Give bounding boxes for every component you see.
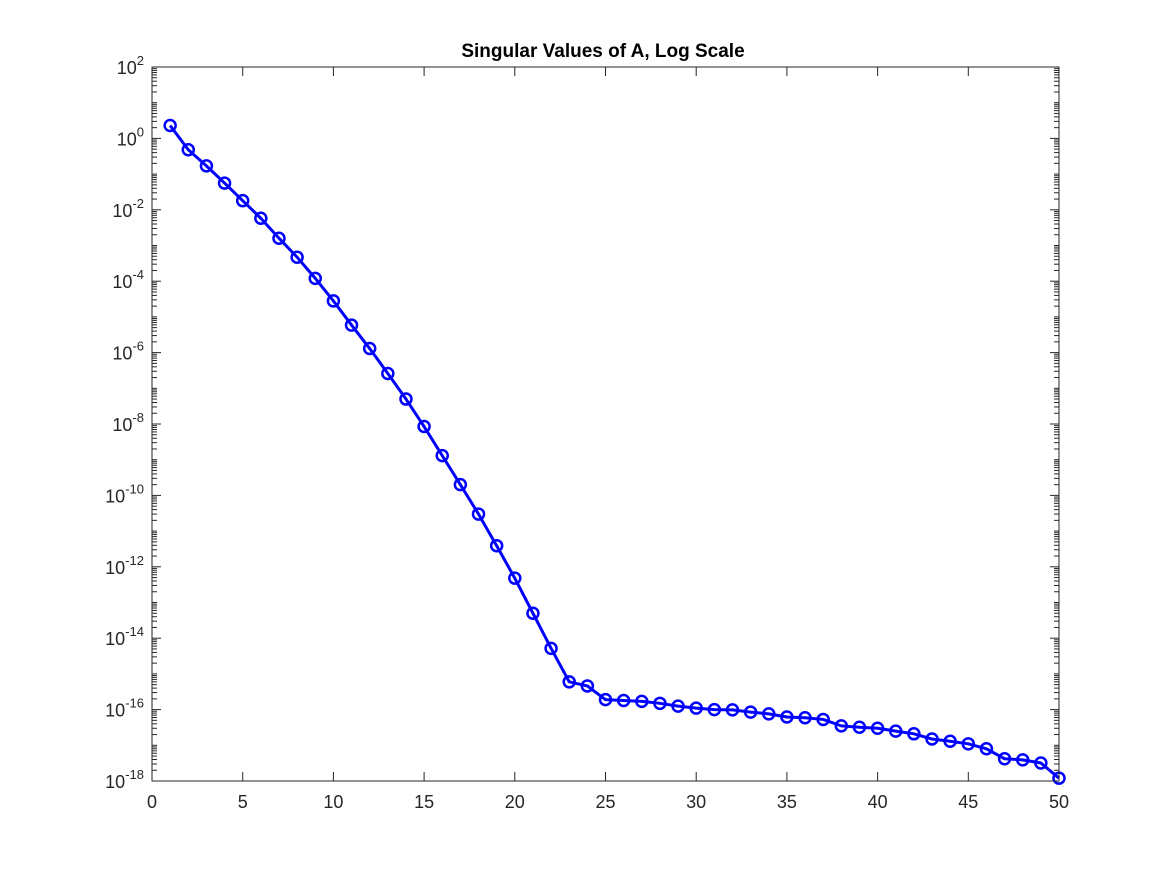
data-point-marker — [888, 724, 903, 738]
data-point-marker — [1015, 753, 1030, 767]
y-tick-label: 100 — [117, 124, 144, 149]
data-point-marker — [598, 692, 613, 707]
plot-area-frame — [151, 66, 1060, 782]
data-point-marker — [344, 318, 359, 332]
data-point-marker — [943, 734, 957, 748]
data-point-marker — [925, 732, 939, 746]
x-tick-label: 45 — [958, 792, 978, 812]
data-point-marker — [870, 721, 885, 736]
data-point-marker — [381, 366, 395, 381]
data-point-marker — [635, 694, 649, 709]
data-point-marker — [362, 341, 377, 356]
data-point-marker — [834, 719, 849, 733]
y-tick-base: 10 — [105, 772, 125, 792]
data-point-marker — [653, 696, 667, 711]
x-tick-label: 40 — [868, 792, 888, 812]
x-tick-label: 20 — [505, 792, 525, 812]
y-tick-base: 10 — [112, 201, 132, 221]
data-point-marker — [544, 641, 558, 656]
y-tick-exponent: -10 — [125, 481, 144, 496]
y-tick-base: 10 — [112, 344, 132, 364]
data-point-marker — [417, 419, 431, 434]
y-tick-label: 10-8 — [112, 410, 144, 435]
y-tick-exponent: -2 — [132, 196, 144, 211]
y-tick-exponent: -4 — [132, 267, 144, 282]
y-tick-label: 10-4 — [112, 267, 144, 292]
data-point-marker — [308, 271, 323, 286]
data-point-marker — [961, 737, 976, 751]
x-tick-label: 5 — [238, 792, 248, 812]
y-tick-base: 10 — [117, 58, 137, 78]
chart-title: Singular Values of A, Log Scale — [461, 41, 744, 62]
data-point-marker — [671, 699, 685, 713]
y-tick-exponent: -12 — [125, 553, 144, 568]
y-tick-label: 10-12 — [105, 553, 144, 578]
y-tick-exponent: -18 — [125, 767, 144, 782]
data-point-marker — [489, 538, 504, 553]
data-point-marker — [526, 606, 540, 620]
data-point-marker — [780, 710, 794, 724]
y-tick-label: 10-18 — [105, 767, 144, 792]
y-tick-exponent: -6 — [132, 339, 144, 354]
data-point-marker — [163, 118, 177, 133]
y-tick-label: 10-14 — [105, 624, 144, 649]
y-tick-label: 10-6 — [112, 339, 144, 364]
data-point-marker — [707, 702, 722, 717]
data-point-marker — [762, 707, 776, 721]
x-tick-label: 10 — [323, 792, 343, 812]
data-point-marker — [471, 507, 486, 521]
x-tick-label: 50 — [1049, 792, 1069, 812]
data-point-marker — [254, 211, 268, 225]
y-tick-base: 10 — [117, 129, 137, 149]
y-tick-label: 10-16 — [105, 696, 144, 721]
y-tick-exponent: -8 — [132, 410, 144, 425]
x-tick-label: 0 — [147, 792, 157, 812]
data-point-marker — [235, 193, 250, 208]
series-layer — [163, 118, 1066, 785]
x-tick-label: 30 — [686, 792, 706, 812]
data-point-marker — [199, 159, 214, 173]
data-point-marker — [1034, 756, 1048, 770]
data-point-marker — [217, 176, 232, 190]
data-point-marker — [272, 231, 286, 245]
x-tick-label: 25 — [595, 792, 615, 812]
data-point-marker — [181, 143, 196, 157]
y-tick-base: 10 — [112, 415, 132, 435]
data-point-marker — [798, 711, 812, 725]
data-point-marker — [816, 712, 830, 727]
data-point-marker — [435, 448, 449, 463]
data-point-marker — [979, 742, 994, 756]
data-point-marker — [616, 693, 631, 708]
x-tick-label: 15 — [414, 792, 434, 812]
y-tick-exponent: -16 — [125, 696, 144, 711]
data-point-marker — [326, 294, 341, 308]
y-tick-base: 10 — [105, 486, 125, 506]
y-tick-base: 10 — [105, 629, 125, 649]
data-point-marker — [290, 250, 304, 264]
data-point-marker — [852, 720, 867, 735]
data-point-marker — [508, 571, 522, 585]
y-tick-label: 10-2 — [112, 196, 144, 221]
data-point-marker — [743, 705, 758, 719]
y-tick-base: 10 — [105, 558, 125, 578]
x-tick-label: 35 — [777, 792, 797, 812]
data-point-marker — [580, 679, 595, 693]
y-tick-label: 102 — [117, 53, 144, 78]
data-point-marker — [453, 477, 468, 492]
axes-layer: 0 5 10 15 20 25 30 35 40 45 5010-1810-1610-1410-12… — [105, 53, 1069, 812]
y-tick-exponent: 0 — [137, 124, 144, 139]
y-tick-exponent: 2 — [137, 53, 144, 68]
data-point-marker — [907, 727, 921, 741]
data-point-marker — [689, 701, 703, 715]
y-tick-base: 10 — [112, 272, 132, 292]
y-tick-label: 10-10 — [105, 481, 144, 506]
y-tick-base: 10 — [105, 701, 125, 721]
data-point-marker — [399, 392, 413, 406]
data-point-marker — [997, 752, 1012, 766]
y-tick-exponent: -14 — [125, 624, 144, 639]
data-point-marker — [725, 703, 740, 717]
data-point-marker — [562, 675, 576, 689]
